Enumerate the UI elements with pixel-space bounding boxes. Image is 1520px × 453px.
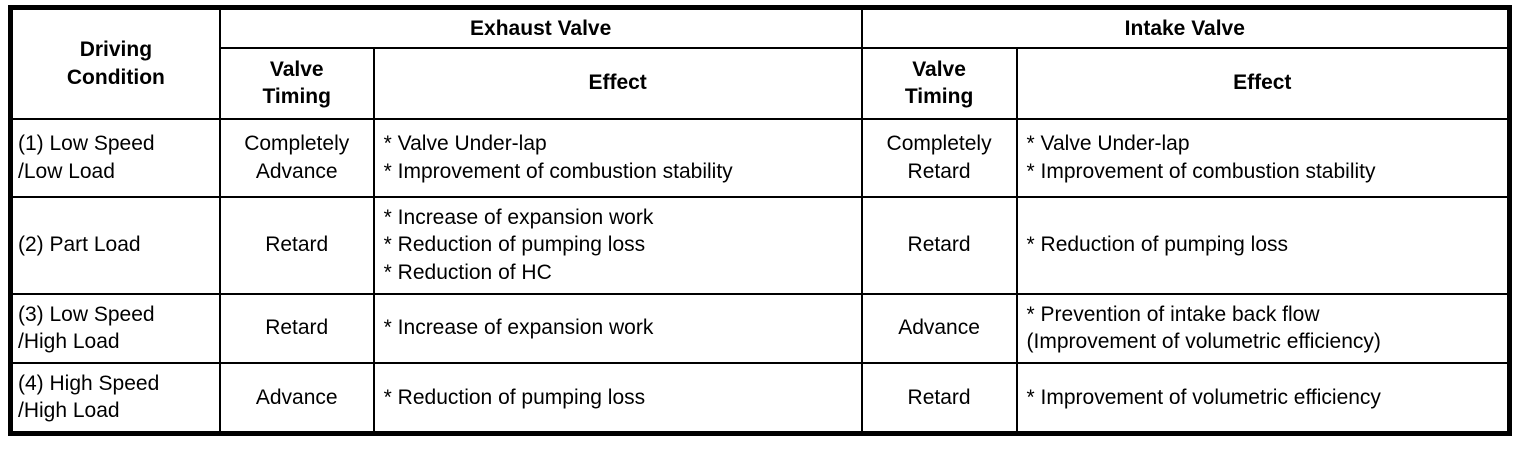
exhaust-effect-cell: * Valve Under-lap * Improvement of combu… (372, 117, 863, 198)
condition-cell: (4) High Speed /High Load (9, 361, 221, 435)
valve-timing-effects-table: Driving Condition Exhaust Valve Intake V… (8, 5, 1512, 436)
header-exhaust-effect: Effect (372, 46, 863, 120)
header-intake-valve: Intake Valve (860, 6, 1511, 49)
intake-effect-cell: * Improvement of volumetric efficiency (1015, 361, 1511, 435)
intake-effect-cell: * Prevention of intake back flow (Improv… (1015, 292, 1511, 364)
exhaust-effect-cell: * Increase of expansion work * Reduction… (372, 195, 863, 295)
header-driving-condition: Driving Condition (9, 6, 221, 120)
exhaust-timing-cell: Retard (218, 292, 375, 364)
intake-effect-cell: * Reduction of pumping loss (1015, 195, 1511, 295)
intake-effect-cell: * Valve Under-lap * Improvement of combu… (1015, 117, 1511, 198)
exhaust-timing-cell: Advance (218, 361, 375, 435)
intake-timing-cell: Retard (860, 361, 1018, 435)
header-intake-effect: Effect (1015, 46, 1511, 120)
header-intake-valve-timing: Valve Timing (860, 46, 1018, 120)
intake-timing-cell: Advance (860, 292, 1018, 364)
exhaust-effect-cell: * Reduction of pumping loss (372, 361, 863, 435)
condition-cell: (3) Low Speed /High Load (9, 292, 221, 364)
header-row-top: Driving Condition Exhaust Valve Intake V… (9, 6, 1511, 120)
exhaust-timing-cell: Completely Advance (218, 117, 375, 198)
condition-cell: (1) Low Speed /Low Load (9, 117, 221, 198)
header-exhaust-valve: Exhaust Valve (218, 6, 863, 49)
header-row-sub: Valve Timing Effect Valve Timing Effect (11, 46, 1511, 120)
table-row: (4) High Speed /High Load Advance * Redu… (9, 361, 1511, 435)
exhaust-timing-cell: Retard (218, 195, 375, 295)
exhaust-effect-cell: * Increase of expansion work (372, 292, 863, 364)
table-row: (1) Low Speed /Low Load Completely Advan… (9, 117, 1511, 198)
condition-cell: (2) Part Load (9, 195, 221, 295)
header-exhaust-valve-timing: Valve Timing (218, 46, 375, 120)
intake-timing-cell: Retard (860, 195, 1018, 295)
table-row: (3) Low Speed /High Load Retard * Increa… (9, 292, 1511, 364)
intake-timing-cell: Completely Retard (860, 117, 1018, 198)
table-row: (2) Part Load Retard * Increase of expan… (9, 195, 1511, 295)
